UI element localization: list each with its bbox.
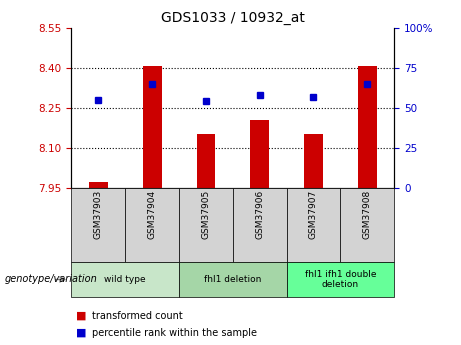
Text: fhl1 deletion: fhl1 deletion — [204, 275, 261, 284]
Text: ■: ■ — [76, 311, 87, 321]
Text: percentile rank within the sample: percentile rank within the sample — [92, 328, 257, 338]
Bar — [250, 120, 269, 188]
Bar — [143, 66, 161, 188]
Text: genotype/variation: genotype/variation — [5, 275, 97, 284]
Title: GDS1033 / 10932_at: GDS1033 / 10932_at — [161, 11, 305, 25]
Text: GSM37905: GSM37905 — [201, 190, 210, 239]
Text: GSM37903: GSM37903 — [94, 190, 103, 239]
Text: wild type: wild type — [105, 275, 146, 284]
Bar — [196, 134, 215, 188]
Bar — [358, 66, 377, 188]
Text: GSM37908: GSM37908 — [363, 190, 372, 239]
Bar — [304, 134, 323, 188]
Text: GSM37906: GSM37906 — [255, 190, 264, 239]
Text: GSM37904: GSM37904 — [148, 190, 157, 239]
Text: GSM37907: GSM37907 — [309, 190, 318, 239]
Text: ■: ■ — [76, 328, 87, 338]
Text: transformed count: transformed count — [92, 311, 183, 321]
Text: fhl1 ifh1 double
deletion: fhl1 ifh1 double deletion — [305, 270, 376, 289]
Bar — [89, 182, 108, 188]
